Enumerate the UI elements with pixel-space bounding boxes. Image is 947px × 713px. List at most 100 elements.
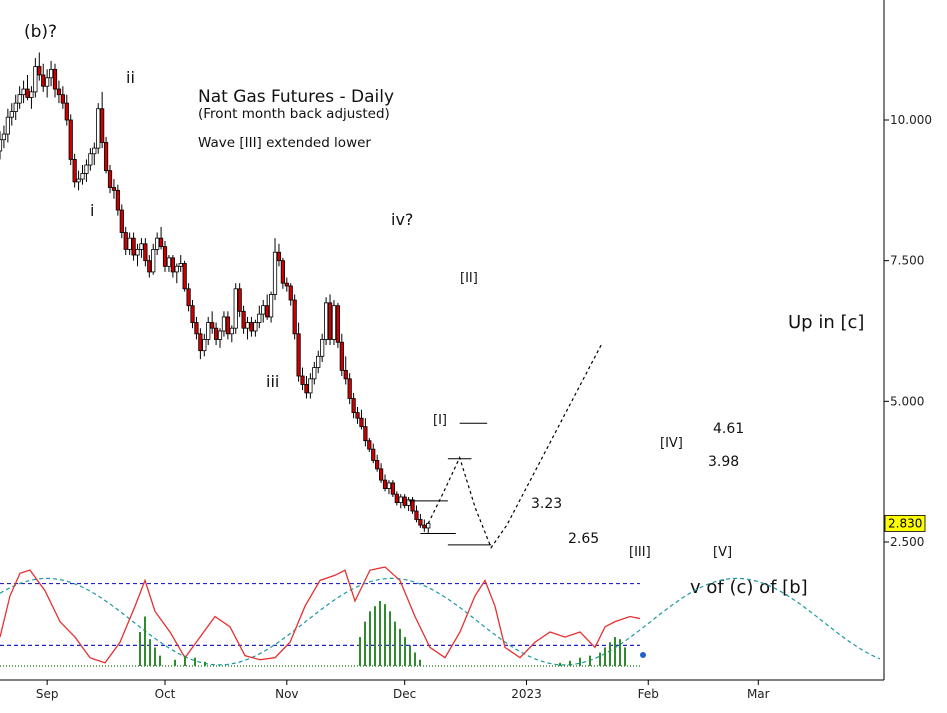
candle-body: [418, 519, 423, 526]
candle-body: [363, 426, 368, 442]
candle-body: [143, 243, 148, 262]
candle-body: [233, 288, 238, 329]
candle-body: [210, 322, 215, 329]
wave-label: v of (c) of [b]: [690, 577, 808, 598]
x-tick-label: Sep: [36, 687, 59, 701]
candle-body: [339, 341, 344, 371]
x-tick-label: Dec: [393, 687, 416, 701]
wave-label: 3.98: [708, 454, 739, 470]
candle-body: [410, 499, 415, 512]
candle-body: [13, 102, 18, 112]
candle-body: [162, 246, 168, 267]
candle-body: [190, 305, 195, 323]
candle-body: [0, 139, 3, 152]
wave-label: i: [90, 201, 94, 220]
candle-body: [186, 288, 191, 307]
candle-body: [96, 108, 101, 149]
x-tick-label: Mar: [747, 687, 770, 701]
chart-subtitle: (Front month back adjusted): [198, 106, 390, 122]
candle-body: [394, 493, 399, 504]
wave-label: 4.61: [713, 421, 744, 437]
candle-body: [194, 322, 199, 335]
candle-body: [331, 305, 337, 340]
candle-body: [280, 260, 285, 284]
candle-body: [253, 322, 258, 332]
wave-label: (b)?: [24, 22, 57, 42]
candle-body: [241, 310, 246, 329]
candle-body: [52, 68, 58, 90]
candle-body: [245, 322, 250, 329]
candle-body: [229, 327, 234, 335]
candle-body: [288, 285, 293, 301]
candle-body: [147, 260, 152, 273]
candle-body: [213, 327, 219, 340]
candle-body: [422, 524, 427, 529]
candle-body: [257, 313, 262, 323]
candle-body: [284, 282, 289, 287]
candle-body: [268, 294, 274, 318]
candle-body: [217, 330, 223, 340]
candle-body: [151, 249, 156, 273]
candle-body: [237, 288, 242, 312]
candle-body: [135, 249, 140, 256]
candle-body: [174, 265, 179, 273]
wave-label: iv?: [391, 210, 413, 229]
candle-body: [375, 460, 380, 470]
candle-body: [406, 499, 411, 506]
candle-body: [296, 333, 301, 377]
candle-body: [111, 187, 117, 191]
candle-body: [367, 440, 372, 450]
candle-body: [21, 88, 26, 96]
candle-body: [72, 158, 77, 183]
candle-body: [202, 339, 207, 352]
osc-marker: [640, 652, 646, 658]
candle-body: [327, 302, 333, 340]
wave-label: ii: [126, 68, 135, 87]
candle-body: [115, 189, 120, 211]
candle-body: [88, 153, 93, 166]
candle-body: [68, 119, 73, 160]
candle-body: [139, 243, 144, 250]
candle-body: [320, 339, 325, 357]
candle-body: [265, 305, 270, 318]
candle-body: [80, 173, 85, 180]
x-tick-label: 2023: [511, 687, 542, 701]
last-price-label: 2.830: [888, 516, 922, 530]
candle-body: [221, 316, 227, 332]
candle-body: [127, 237, 132, 250]
candle-body: [292, 299, 297, 335]
y-tick-label: 5.000: [890, 394, 924, 408]
candle-body: [166, 257, 172, 267]
candle-body: [402, 496, 407, 506]
candle-body: [119, 209, 124, 233]
candle-body: [1, 133, 7, 141]
y-tick-label: 10.000: [890, 113, 932, 127]
candle-body: [123, 232, 128, 250]
candle-body: [155, 237, 160, 250]
candle-body: [261, 305, 266, 315]
wave-label: [III]: [629, 545, 651, 560]
candle-body: [84, 164, 89, 174]
candle-body: [335, 305, 340, 343]
chart-title: Nat Gas Futures - Daily: [198, 87, 394, 107]
candle-body: [25, 88, 30, 98]
candle-body: [347, 378, 352, 399]
candle-body: [390, 482, 395, 495]
wave-label: Up in [c]: [788, 312, 864, 333]
candle-body: [56, 88, 62, 96]
candle-body: [131, 237, 136, 256]
candle-body: [48, 68, 54, 79]
wave-label: [I]: [433, 413, 447, 428]
candle-body: [386, 482, 392, 489]
candle-body: [9, 111, 14, 118]
candle-body: [37, 66, 42, 76]
candle-body: [343, 369, 348, 380]
x-tick-label: Nov: [275, 687, 298, 701]
candle-body: [158, 237, 164, 248]
candle-body: [178, 263, 183, 267]
candle-body: [276, 251, 282, 262]
candle-body: [29, 91, 34, 98]
candle-body: [414, 510, 419, 520]
candle-body: [249, 322, 254, 332]
